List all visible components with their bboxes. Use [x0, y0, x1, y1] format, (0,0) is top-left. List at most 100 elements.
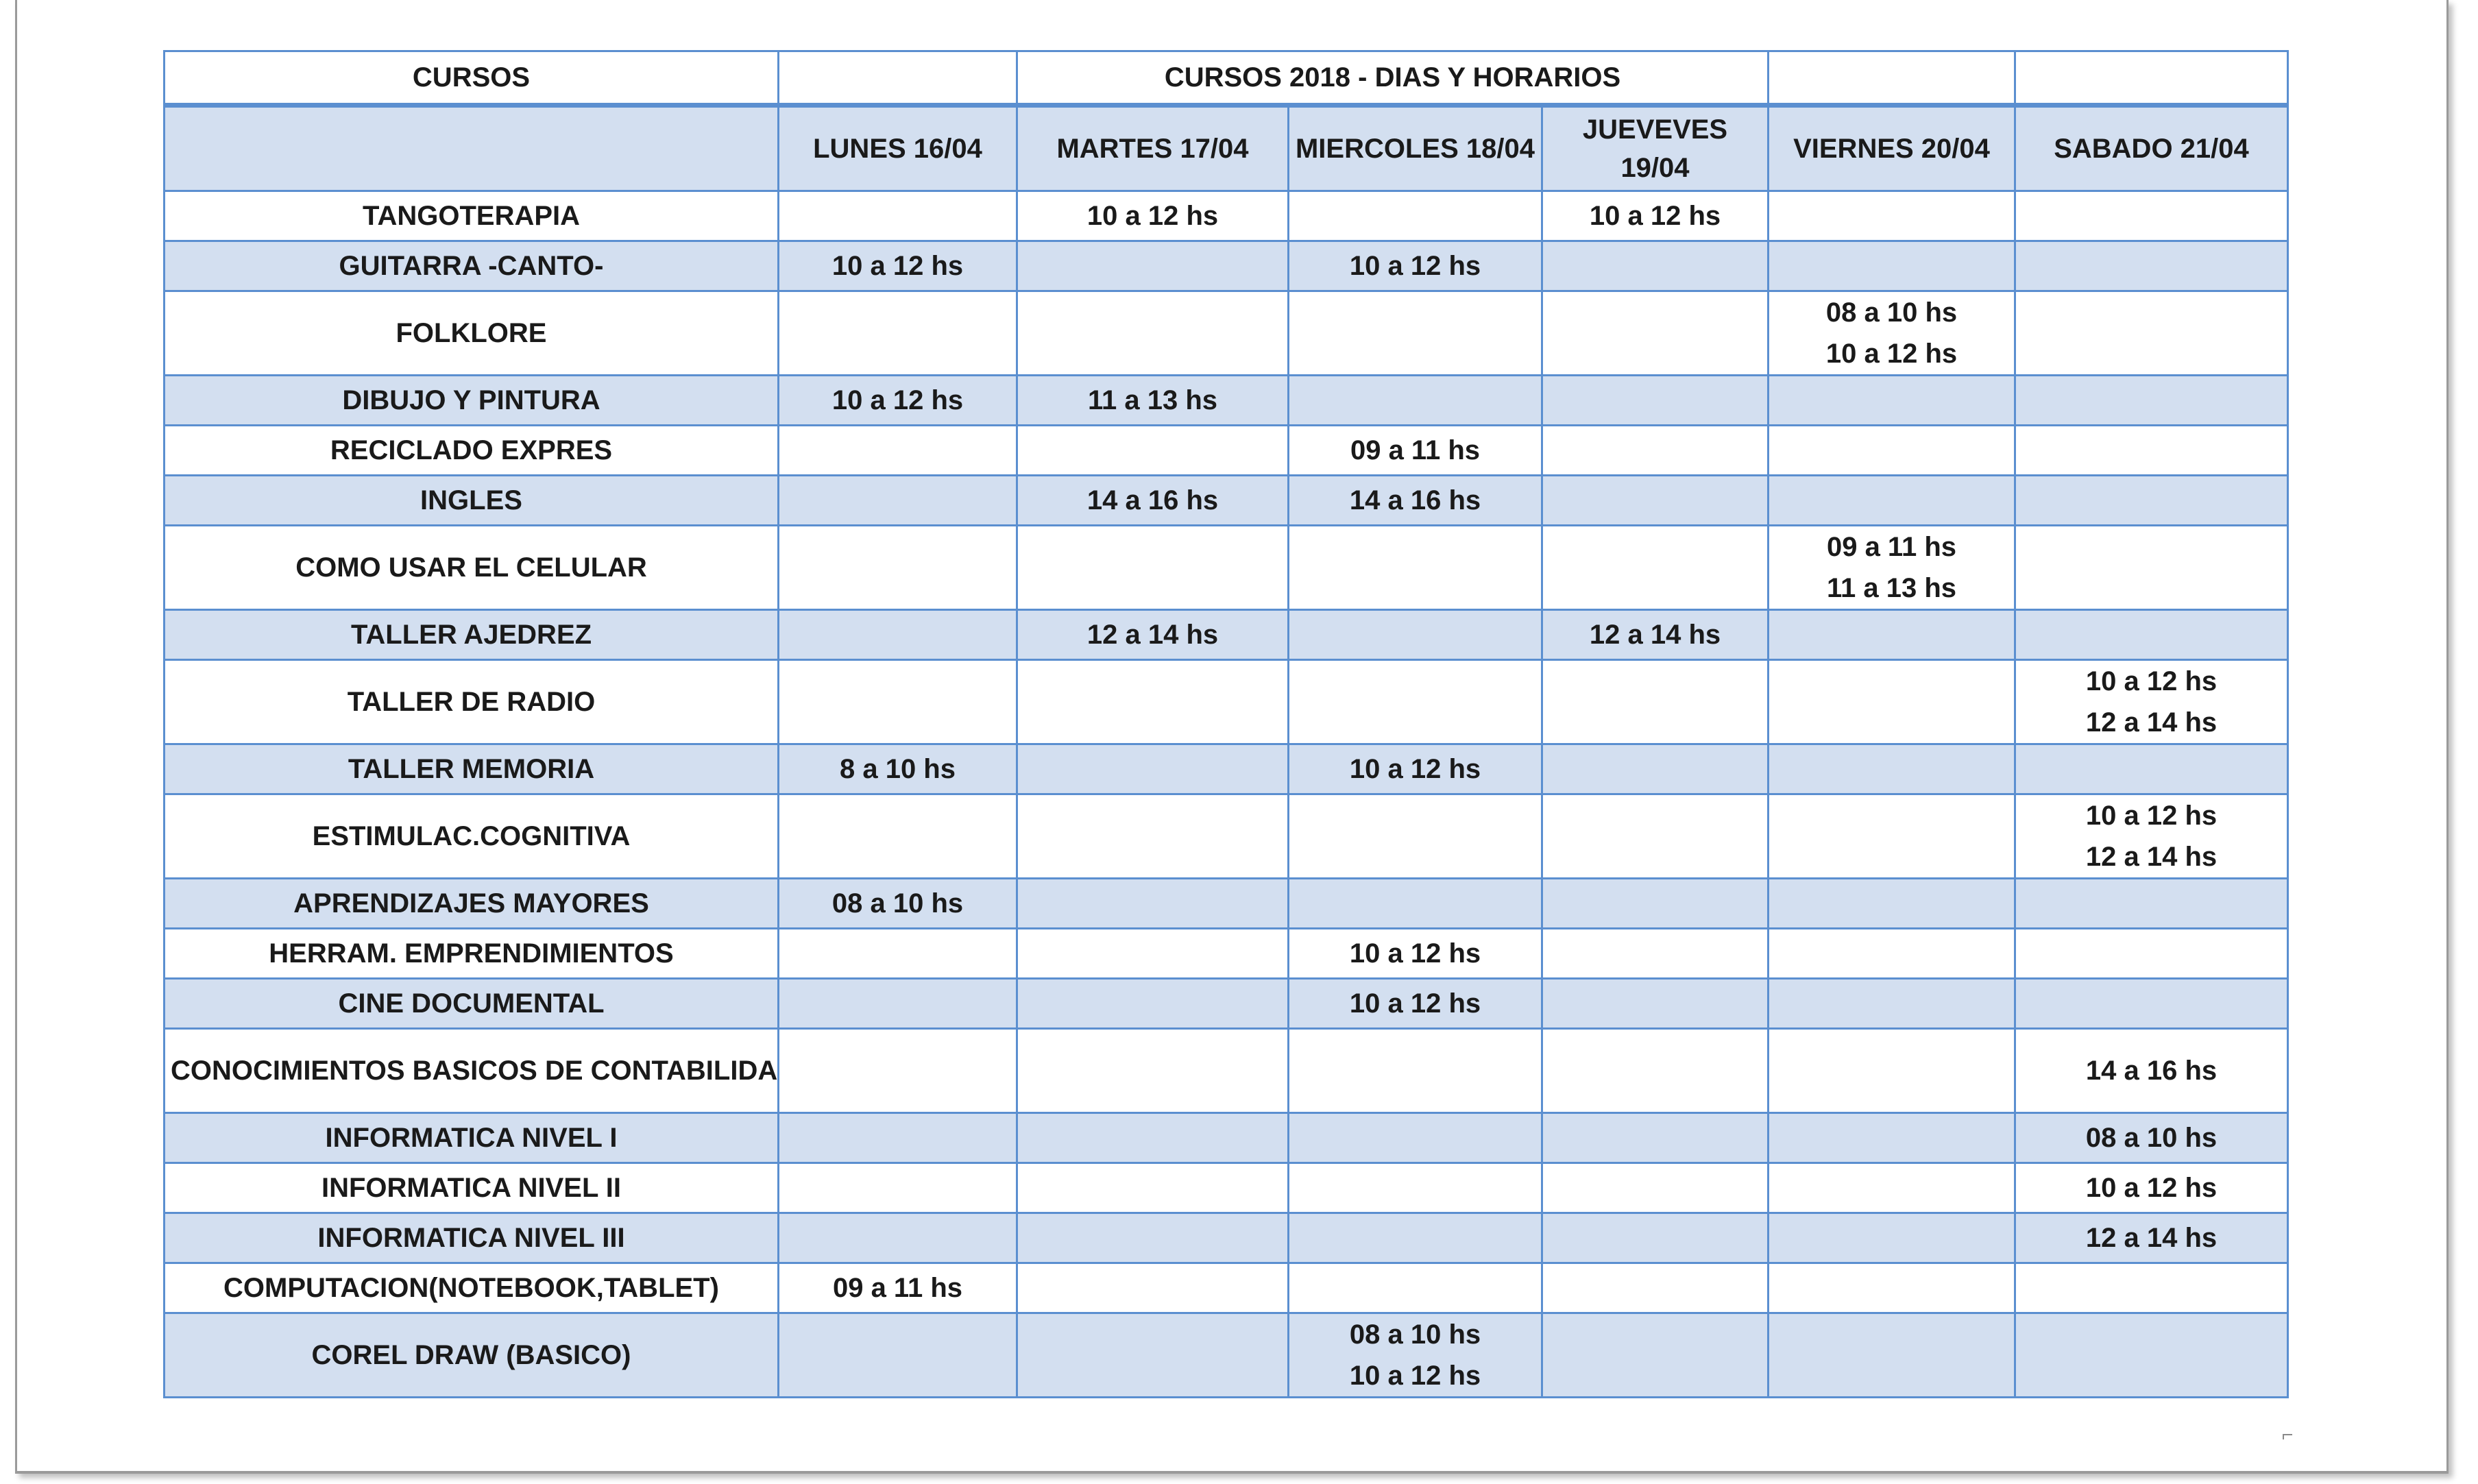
schedule-cell: [1541, 374, 1769, 426]
course-name-cell: RECICLADO EXPRES: [163, 424, 779, 476]
course-name-cell: HERRAM. EMPRENDIMIENTOS: [163, 927, 779, 980]
schedule-cell: [1767, 609, 2016, 661]
schedule-cell: 12 a 14 hs: [2014, 1212, 2289, 1264]
schedule-cell: [2014, 743, 2289, 795]
schedule-cell: 10 a 12 hs: [1016, 190, 1289, 242]
schedule-cell: [1541, 240, 1769, 292]
schedule-cell: [1767, 190, 2016, 242]
schedule-cell: [777, 1112, 1018, 1164]
schedule-cell: [1541, 877, 1769, 929]
schedule-cell: [777, 609, 1018, 661]
schedule-cell: [1016, 927, 1289, 980]
schedule-cell: [1016, 524, 1289, 611]
schedule-cell: [1287, 524, 1543, 611]
header-cell-viernes: VIERNES 20/04: [1767, 104, 2016, 192]
table-row: TALLER AJEDREZ 12 a 14 hs 12 a 14 hs: [163, 609, 2289, 661]
table-row: TALLER DE RADIO 10 a 12 hs 12 a 14 hs: [163, 659, 2289, 745]
schedule-cell: 09 a 11 hs 11 a 13 hs: [1767, 524, 2016, 611]
schedule-cell: [1016, 1162, 1289, 1214]
course-name-cell: FOLKLORE: [163, 290, 779, 376]
schedule-cell: 10 a 12 hs: [2014, 1162, 2289, 1214]
course-name-cell: TANGOTERAPIA: [163, 190, 779, 242]
schedule-cell: [1287, 1262, 1543, 1314]
table-row: CONOCIMIENTOS BASICOS DE CONTABILIDAD 14 …: [163, 1027, 2289, 1114]
course-name-cell: ESTIMULAC.COGNITIVA: [163, 793, 779, 879]
header-cell-martes: MARTES 17/04: [1016, 104, 1289, 192]
title-cell-empty: [1767, 50, 2016, 108]
schedule-cell: [1287, 1212, 1543, 1264]
schedule-cell: 14 a 16 hs: [2014, 1027, 2289, 1114]
schedule-cell: 10 a 12 hs: [1541, 190, 1769, 242]
schedule-cell: [1541, 977, 1769, 1030]
schedule-cell: [2014, 1312, 2289, 1398]
table-row: CINE DOCUMENTAL 10 a 12 hs: [163, 977, 2289, 1030]
schedule-cell: [1541, 1112, 1769, 1164]
title-row: CURSOS CURSOS 2018 - DIAS Y HORARIOS: [163, 50, 2289, 108]
schedule-cell: 10 a 12 hs: [1287, 743, 1543, 795]
schedule-cell: [1541, 927, 1769, 980]
page-corner-mark: [2283, 1434, 2292, 1439]
header-cell-miercoles: MIERCOLES 18/04: [1287, 104, 1543, 192]
schedule-cell: [777, 927, 1018, 980]
day-header-row: LUNES 16/04 MARTES 17/04 MIERCOLES 18/04…: [163, 104, 2289, 192]
schedule-cell: [1287, 374, 1543, 426]
schedule-cell: [2014, 190, 2289, 242]
course-name-cell: INFORMATICA NIVEL II: [163, 1162, 779, 1214]
schedule-cell: [1541, 1212, 1769, 1264]
header-cell-jueves: JUEVEVES 19/04: [1541, 104, 1769, 192]
schedule-cell: [1541, 1162, 1769, 1214]
schedule-cell: [1287, 793, 1543, 879]
schedule-cell: [777, 1027, 1018, 1114]
schedule-cell: [1287, 609, 1543, 661]
schedule-cell: 10 a 12 hs: [777, 374, 1018, 426]
schedule-cell: 12 a 14 hs: [1016, 609, 1289, 661]
schedule-cell: [777, 1162, 1018, 1214]
schedule-cell: [2014, 524, 2289, 611]
schedule-cell: [1287, 659, 1543, 745]
schedule-cell: [777, 474, 1018, 526]
schedule-cell: [2014, 977, 2289, 1030]
schedule-cell: [1287, 190, 1543, 242]
title-cell-empty: [2014, 50, 2289, 108]
schedule-cell: [1767, 1212, 2016, 1264]
course-name-cell: CONOCIMIENTOS BASICOS DE CONTABILIDAD: [163, 1027, 779, 1114]
schedule-cell: [1767, 977, 2016, 1030]
schedule-cell: [1016, 424, 1289, 476]
schedule-cell: [1287, 1027, 1543, 1114]
schedule-cell: [1287, 1112, 1543, 1164]
schedule-cell: [1767, 1027, 2016, 1114]
schedule-cell: [1767, 1262, 2016, 1314]
schedule-cell: [777, 1212, 1018, 1264]
table-row: COMO USAR EL CELULAR 09 a 11 hs 11 a 13 hs: [163, 524, 2289, 611]
schedule-cell: [777, 977, 1018, 1030]
schedule-cell: 10 a 12 hs 12 a 14 hs: [2014, 793, 2289, 879]
header-cell-course: [163, 104, 779, 192]
table-row: INFORMATICA NIVEL II 10 a 12 hs: [163, 1162, 2289, 1214]
header-cell-sabado: SABADO 21/04: [2014, 104, 2289, 192]
title-cell-cursos: CURSOS: [163, 50, 779, 108]
table-row: APRENDIZAJES MAYORES 08 a 10 hs: [163, 877, 2289, 929]
schedule-cell: [1016, 793, 1289, 879]
schedule-cell: [2014, 609, 2289, 661]
schedule-cell: [1541, 1312, 1769, 1398]
course-name-cell: INFORMATICA NIVEL I: [163, 1112, 779, 1164]
schedule-cell: [777, 190, 1018, 242]
course-name-cell: TALLER DE RADIO: [163, 659, 779, 745]
course-name-cell: INGLES: [163, 474, 779, 526]
table-row: TALLER MEMORIA 8 a 10 hs 10 a 12 hs: [163, 743, 2289, 795]
title-cell-empty: [777, 50, 1018, 108]
schedule-cell: [1541, 659, 1769, 745]
schedule-cell: 11 a 13 hs: [1016, 374, 1289, 426]
schedule-cell: [777, 659, 1018, 745]
schedule-cell: 10 a 12 hs: [1287, 240, 1543, 292]
schedule-cell: 08 a 10 hs: [777, 877, 1018, 929]
schedule-cell: 8 a 10 hs: [777, 743, 1018, 795]
schedule-cell: [2014, 374, 2289, 426]
table-row: INGLES 14 a 16 hs 14 a 16 hs: [163, 474, 2289, 526]
schedule-cell: [1767, 1112, 2016, 1164]
schedule-cell: 09 a 11 hs: [1287, 424, 1543, 476]
table-row: GUITARRA -CANTO- 10 a 12 hs 10 a 12 hs: [163, 240, 2289, 292]
schedule-cell: 12 a 14 hs: [1541, 609, 1769, 661]
schedule-cell: [1287, 290, 1543, 376]
schedule-cell: 10 a 12 hs: [1287, 927, 1543, 980]
